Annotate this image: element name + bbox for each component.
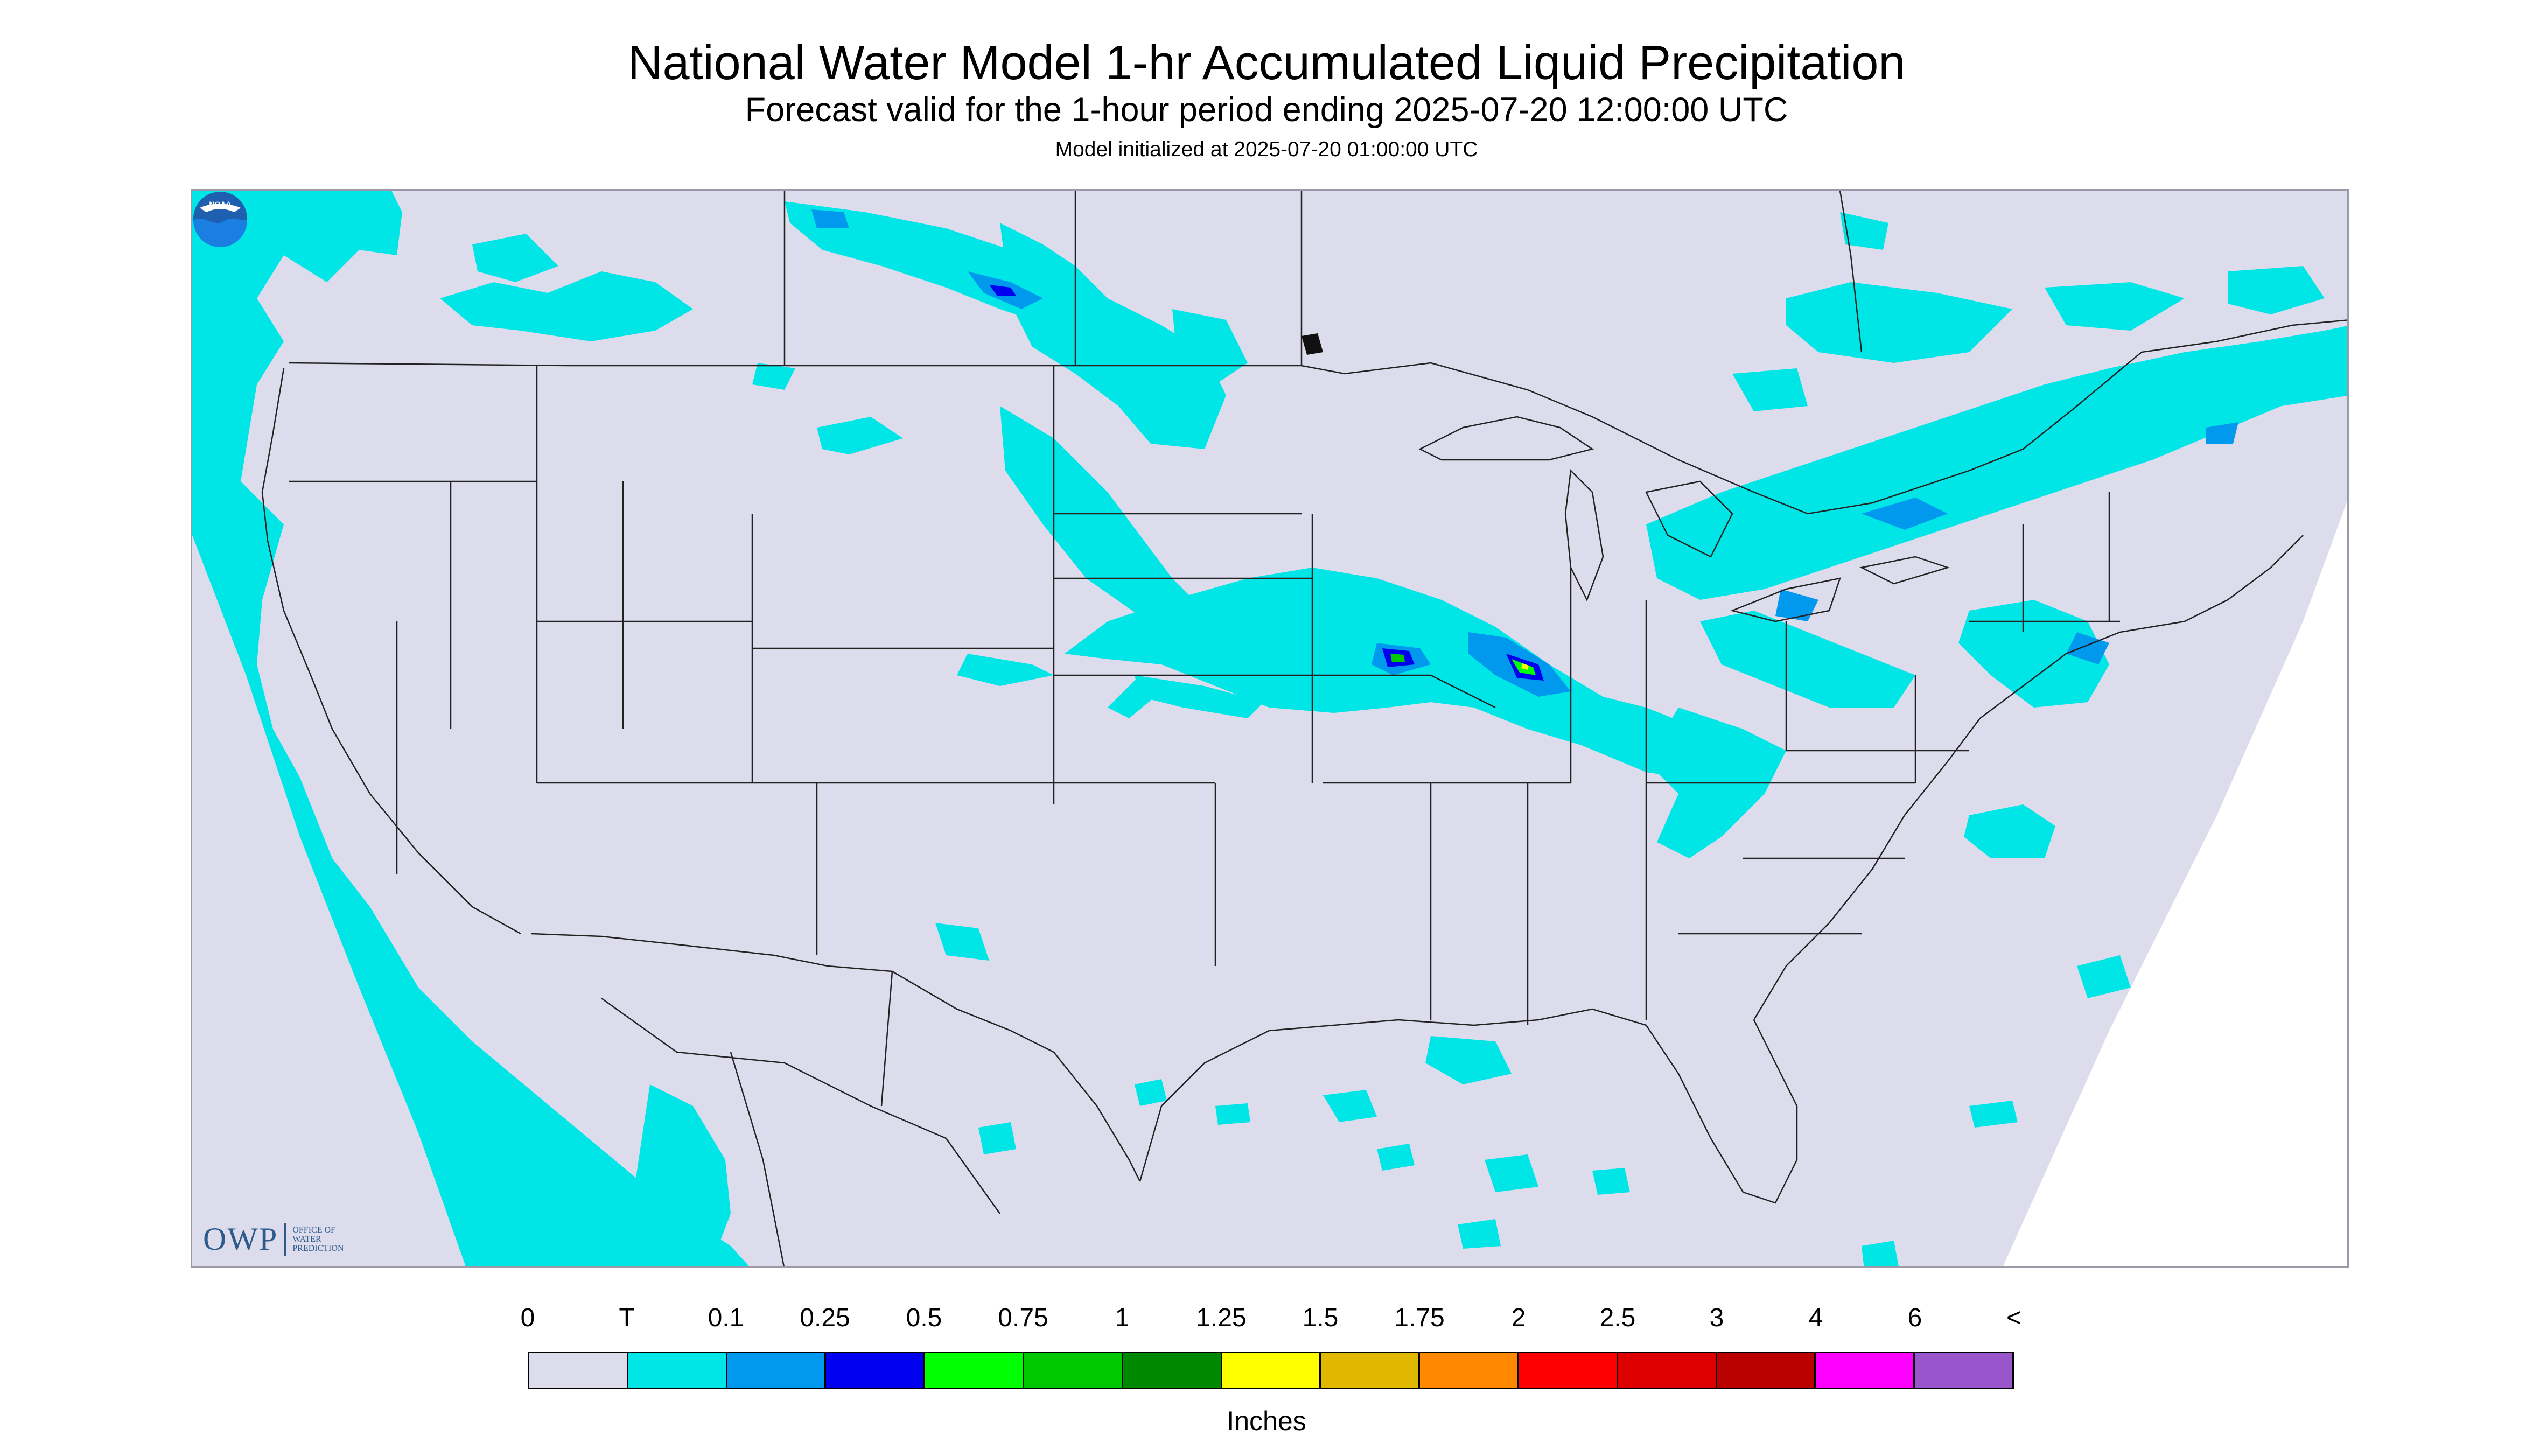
- map-subtitle: Forecast valid for the 1-hour period end…: [745, 91, 1788, 129]
- legend-swatch: [1321, 1353, 1421, 1388]
- northern-heavy: [989, 285, 1016, 296]
- precipitation-map: OWP Office of Water Prediction NOAA: [191, 189, 2349, 1268]
- legend-tick-label: 0.1: [708, 1304, 744, 1332]
- noaa-logo-text: NOAA: [209, 200, 231, 208]
- owp-logo-mark: OWP: [203, 1221, 278, 1257]
- west-coast: [261, 368, 521, 935]
- legend-tick-label: 1.75: [1394, 1304, 1445, 1332]
- gulf-coast: [1139, 1008, 1798, 1204]
- mexico-states: [601, 971, 1001, 1266]
- owp-logo: OWP Office of Water Prediction: [203, 1221, 344, 1258]
- legend-swatch: [1618, 1353, 1717, 1388]
- legend-tick-label: 1: [1115, 1304, 1130, 1332]
- legend-tick-label: 0.25: [800, 1304, 850, 1332]
- legend-tick-label: 3: [1709, 1304, 1724, 1332]
- legend-tick-label: 0.5: [906, 1304, 942, 1332]
- pacific-precip-band-2: [192, 395, 241, 524]
- legend-swatch: [727, 1353, 827, 1388]
- legend-swatch: [925, 1353, 1024, 1388]
- gulf-precip: [935, 923, 1899, 1266]
- outside-domain-east: [2003, 501, 2347, 1266]
- legend-swatch: [628, 1353, 727, 1388]
- legend-tick-label: 0.75: [998, 1304, 1048, 1332]
- legend-tick-label: 1.25: [1196, 1304, 1247, 1332]
- owp-logo-text: Office of Water Prediction: [292, 1226, 344, 1253]
- legend-tick-label: 2: [1511, 1304, 1526, 1332]
- state-lines-central: [1053, 366, 1647, 1025]
- legend-swatch: [1816, 1353, 1915, 1388]
- map-title: National Water Model 1-hr Accumulated Li…: [627, 36, 1906, 90]
- model-init-time: Model initialized at 2025-07-20 01:00:00…: [1055, 138, 1478, 161]
- legend-swatch: [1024, 1353, 1123, 1388]
- legend-swatch: [1222, 1353, 1321, 1388]
- legend-swatch: [826, 1353, 926, 1388]
- great-lakes-precip: [1646, 212, 2347, 858]
- owp-logo-line: Office of: [292, 1226, 335, 1235]
- legend-swatch: [529, 1353, 628, 1388]
- lake-of-the-woods: [1302, 333, 1323, 355]
- noaa-logo-icon: NOAA: [193, 192, 248, 247]
- legend-units: Inches: [1227, 1406, 1306, 1436]
- great-lakes-outlines: [1418, 416, 1950, 622]
- map-canvas: [192, 191, 2347, 1266]
- state-lines-west: [289, 366, 1215, 955]
- canada-provinces: [783, 191, 1863, 366]
- legend-swatch: [1717, 1353, 1816, 1388]
- state-lines-east: [1570, 492, 2120, 935]
- northern-precip: [440, 201, 1248, 616]
- owp-logo-divider: [284, 1223, 286, 1256]
- us-mexico-border: [531, 933, 1141, 1182]
- midwest-heavy: [1382, 648, 1544, 681]
- legend-tick-label: 1.5: [1302, 1304, 1339, 1332]
- legend-tick-label: <: [2006, 1304, 2022, 1332]
- legend-tick-label: 2.5: [1599, 1304, 1636, 1332]
- owp-logo-line: Prediction: [292, 1244, 344, 1253]
- legend: 0 T 0.1 0.25 0.5 0.75 1 1.25 1.5 1.75 2 2.5 3 4 6 < Inc…: [0, 1292, 2533, 1454]
- great-lakes-moderate: [1775, 422, 2238, 664]
- legend-tick-label: 0: [520, 1304, 535, 1332]
- east-coast: [1753, 535, 2304, 1020]
- baja-precip: [634, 1084, 731, 1266]
- atlantic-precip: [1964, 804, 2131, 1128]
- legend-swatch: [1915, 1353, 2012, 1388]
- owp-logo-line: Water: [292, 1235, 321, 1244]
- legend-swatch: [1519, 1353, 1618, 1388]
- us-canada-border: [289, 319, 2347, 515]
- legend-tick-label: 6: [1907, 1304, 1922, 1332]
- borders: [261, 191, 2347, 1266]
- legend-color-bar: [528, 1352, 2014, 1389]
- legend-tick-label: T: [619, 1304, 635, 1332]
- legend-swatch: [1123, 1353, 1222, 1388]
- pacific-precip-band: [192, 191, 750, 1266]
- legend-tick-label: 4: [1808, 1304, 1823, 1332]
- legend-swatch: [1420, 1353, 1519, 1388]
